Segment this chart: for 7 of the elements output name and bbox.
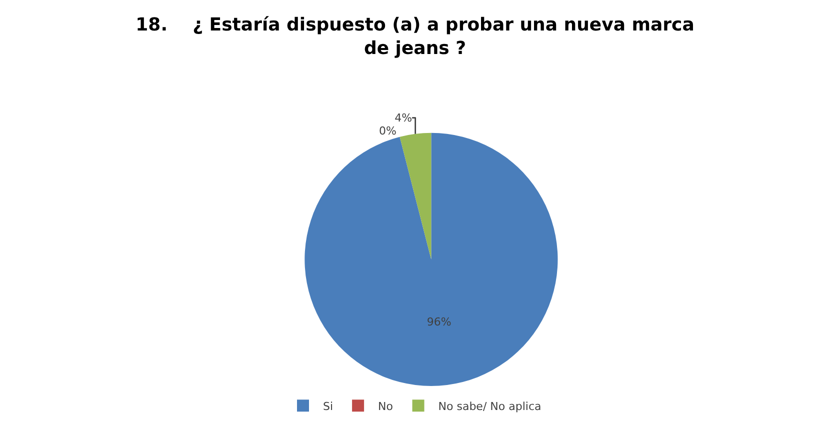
data-label: 4% [394, 111, 412, 124]
legend-label: No sabe/ No aplica [438, 400, 542, 413]
text: 0% [379, 124, 396, 138]
legend-label: Si [323, 400, 334, 413]
data-label: 96% [426, 316, 452, 329]
legend-label: No [378, 400, 394, 413]
chart-title: 18. ¿ Estaría dispuesto (a) a probar una nueva marca de jeans ? [136, 14, 694, 59]
